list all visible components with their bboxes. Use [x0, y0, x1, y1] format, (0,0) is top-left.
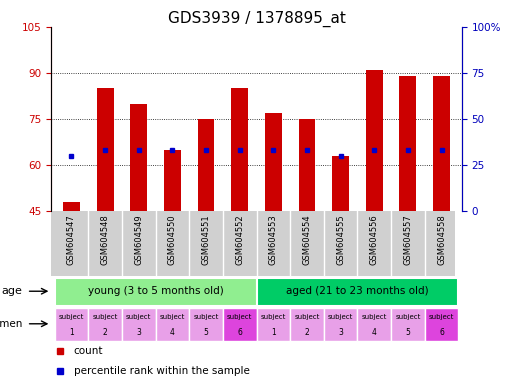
- Text: subject: subject: [92, 314, 118, 320]
- Bar: [231, 88, 248, 211]
- Text: 6: 6: [439, 328, 444, 337]
- Bar: [164, 150, 181, 211]
- Text: 2: 2: [305, 328, 309, 337]
- Bar: [256, 308, 290, 341]
- Bar: [223, 308, 256, 341]
- Text: subject: subject: [429, 314, 454, 320]
- Bar: [130, 104, 147, 211]
- Text: subject: subject: [395, 314, 421, 320]
- Text: count: count: [74, 346, 104, 356]
- Bar: [256, 278, 458, 306]
- Text: 6: 6: [237, 328, 242, 337]
- Bar: [97, 88, 113, 211]
- Text: subject: subject: [126, 314, 151, 320]
- Text: GSM604555: GSM604555: [336, 214, 345, 265]
- Bar: [122, 308, 155, 341]
- Text: GSM604556: GSM604556: [370, 214, 379, 265]
- Text: subject: subject: [160, 314, 185, 320]
- Text: GSM604553: GSM604553: [269, 214, 278, 265]
- Text: GSM604557: GSM604557: [403, 214, 412, 265]
- Text: young (3 to 5 months old): young (3 to 5 months old): [88, 286, 224, 296]
- Bar: [332, 156, 349, 211]
- Text: subject: subject: [261, 314, 286, 320]
- Text: GSM604552: GSM604552: [235, 214, 244, 265]
- Bar: [391, 308, 425, 341]
- Bar: [366, 70, 383, 211]
- Bar: [198, 119, 214, 211]
- Text: 2: 2: [103, 328, 108, 337]
- Text: age: age: [2, 286, 23, 296]
- Text: 1: 1: [271, 328, 275, 337]
- Bar: [63, 202, 80, 211]
- Text: GSM604558: GSM604558: [437, 214, 446, 265]
- Text: subject: subject: [193, 314, 219, 320]
- Text: specimen: specimen: [0, 319, 23, 329]
- Text: GSM604554: GSM604554: [303, 214, 311, 265]
- Text: aged (21 to 23 months old): aged (21 to 23 months old): [286, 286, 429, 296]
- Text: subject: subject: [328, 314, 353, 320]
- Bar: [55, 278, 256, 306]
- Text: 3: 3: [338, 328, 343, 337]
- Bar: [425, 308, 458, 341]
- Title: GDS3939 / 1378895_at: GDS3939 / 1378895_at: [168, 11, 345, 27]
- Text: 1: 1: [69, 328, 74, 337]
- Text: 3: 3: [136, 328, 141, 337]
- Text: GSM604547: GSM604547: [67, 214, 76, 265]
- Bar: [265, 113, 282, 211]
- Text: subject: subject: [227, 314, 252, 320]
- Bar: [88, 308, 122, 341]
- Text: GSM604548: GSM604548: [101, 214, 110, 265]
- Bar: [55, 308, 88, 341]
- Text: GSM604549: GSM604549: [134, 214, 143, 265]
- Text: GSM604551: GSM604551: [202, 214, 210, 265]
- Bar: [358, 308, 391, 341]
- Bar: [433, 76, 450, 211]
- Text: 5: 5: [405, 328, 410, 337]
- Bar: [189, 308, 223, 341]
- Text: subject: subject: [59, 314, 84, 320]
- Bar: [324, 308, 358, 341]
- Bar: [400, 76, 416, 211]
- Bar: [299, 119, 315, 211]
- Text: percentile rank within the sample: percentile rank within the sample: [74, 366, 250, 376]
- Text: subject: subject: [294, 314, 320, 320]
- Bar: [290, 308, 324, 341]
- Text: GSM604550: GSM604550: [168, 214, 177, 265]
- Text: 4: 4: [170, 328, 175, 337]
- Text: 5: 5: [204, 328, 208, 337]
- Text: subject: subject: [362, 314, 387, 320]
- Bar: [155, 308, 189, 341]
- Text: 4: 4: [372, 328, 377, 337]
